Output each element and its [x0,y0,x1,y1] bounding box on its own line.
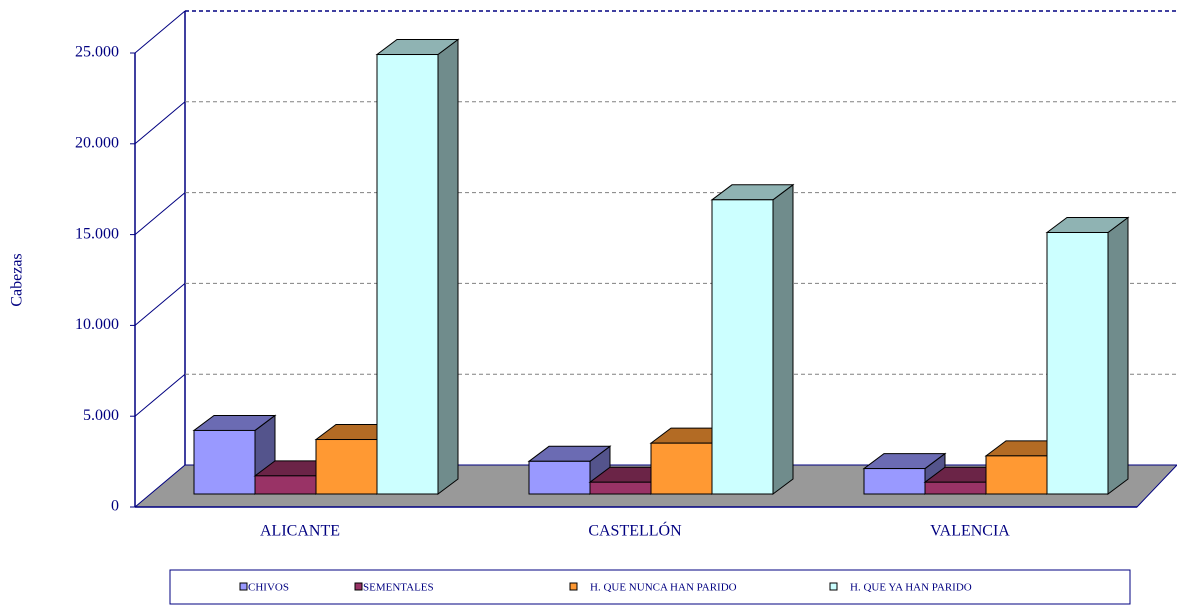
x-tick-label: VALENCIA [930,523,1010,540]
legend-label: SEMENTALES [363,582,434,594]
bar [192,414,277,495]
grid-line [134,283,186,326]
grid-line [134,192,186,235]
legend-swatch [829,582,838,591]
bar-front [924,481,987,495]
legend-label: CHIVOS [248,582,289,594]
legend-swatch [354,582,363,591]
legend-swatch [239,582,248,591]
bar [375,38,460,495]
bar [710,183,795,495]
bar-front [863,468,926,495]
bar-front [1046,231,1109,495]
bar-front [193,429,256,495]
grid-line [134,10,186,54]
legend-label: H. QUE NUNCA HAN PARIDO [590,582,737,594]
bar-front [376,54,439,495]
bar [527,445,612,495]
bar-front [254,475,317,495]
legend [169,569,1131,605]
bar-front [650,442,713,495]
bar-side [1107,216,1129,495]
grid-line [134,373,186,417]
y-tick-label: 10.000 [75,316,119,333]
y-tick-label: 25.000 [75,44,119,61]
y-tick-label: 5.000 [83,407,119,424]
bar-front [315,439,378,495]
bar-side [772,183,794,495]
x-tick-label: CASTELLÓN [588,521,682,540]
x-tick-label: ALICANTE [260,523,340,540]
bar-front [711,199,774,495]
legend-label: H. QUE YA HAN PARIDO [850,582,972,594]
y-tick-label: 15.000 [75,225,119,242]
bar [862,452,947,495]
legend-swatch [569,582,578,591]
bar [1045,216,1130,495]
y-tick-label: 0 [111,498,119,515]
y-axis-label: Cabezas [9,253,26,306]
bar-side [437,38,459,495]
grid-line [134,101,186,145]
bar-front [589,481,652,495]
bar-front [985,455,1048,495]
y-tick-label: 20.000 [75,134,119,151]
bar-front [528,460,591,495]
